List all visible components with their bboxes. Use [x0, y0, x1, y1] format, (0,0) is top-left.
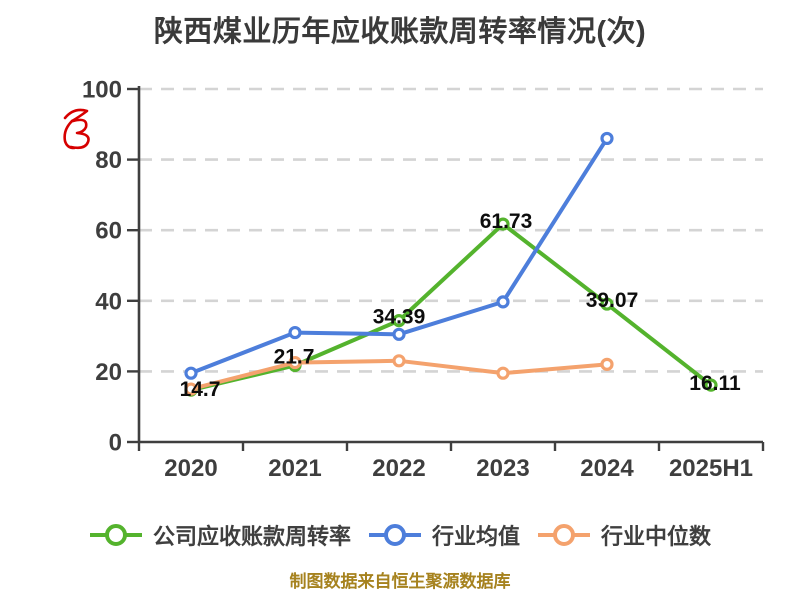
x-tick-label: 2020 [164, 455, 217, 482]
data-label: 21.7 [274, 345, 315, 368]
line-chart: 0 20 40 60 80 100 2020 2021 2022 2023 2024 2025H1 14… [82, 77, 765, 482]
data-point [288, 355, 302, 370]
data-point [496, 217, 510, 231]
data-point [704, 378, 718, 392]
data-label: 61.73 [480, 210, 533, 233]
x-tick-label: 2024 [580, 455, 634, 482]
y-tick-label: 0 [109, 430, 122, 457]
series-line-0 [189, 222, 713, 393]
y-tick-label: 80 [95, 147, 122, 174]
legend-marker-industry-average [368, 524, 421, 546]
data-label: 16.11 [689, 372, 741, 395]
legend-marker-company [89, 524, 142, 546]
data-point [184, 366, 198, 380]
data-point [600, 131, 614, 146]
data-point [600, 357, 614, 371]
legend-item-company[interactable]: 公司应收账款周转率 [89, 519, 351, 551]
data-point [600, 297, 614, 311]
data-point [496, 366, 510, 380]
data-point [392, 327, 406, 341]
x-tick-label: 2025H1 [669, 455, 753, 482]
legend-label-company: 公司应收账款周转率 [152, 524, 351, 549]
data-point [496, 295, 510, 309]
x-tick-label: 2022 [372, 455, 425, 482]
data-point [288, 325, 302, 340]
legend-label-industry-median: 行业中位数 [601, 524, 712, 549]
data-point [392, 354, 406, 368]
y-tick-label: 20 [95, 359, 122, 386]
y-tick-label: 100 [82, 77, 122, 104]
legend-item-industry-average[interactable]: 行业均值 [368, 519, 520, 551]
data-label: 14.7 [180, 378, 221, 401]
data-source-note: 制图数据来自恒生聚源数据库 [289, 572, 511, 591]
x-tick-label: 2023 [476, 455, 529, 482]
chart-legend: 公司应收账款周转率 行业均值 行业中位数 [0, 519, 800, 551]
legend-label-industry-average: 行业均值 [431, 524, 520, 549]
data-point [392, 314, 406, 328]
red-unit-mark [63, 108, 90, 150]
legend-item-industry-median[interactable]: 行业中位数 [537, 519, 711, 551]
x-tick-label: 2021 [268, 455, 321, 482]
data-label: 34.39 [373, 306, 426, 329]
data-label: 39.07 [586, 289, 639, 312]
data-point [184, 382, 198, 396]
y-tick-label: 60 [95, 218, 122, 245]
chart-title: 陕西煤业历年应收账款周转率情况(次) [153, 16, 647, 48]
y-tick-label: 40 [95, 288, 122, 315]
legend-marker-industry-median [538, 524, 590, 546]
